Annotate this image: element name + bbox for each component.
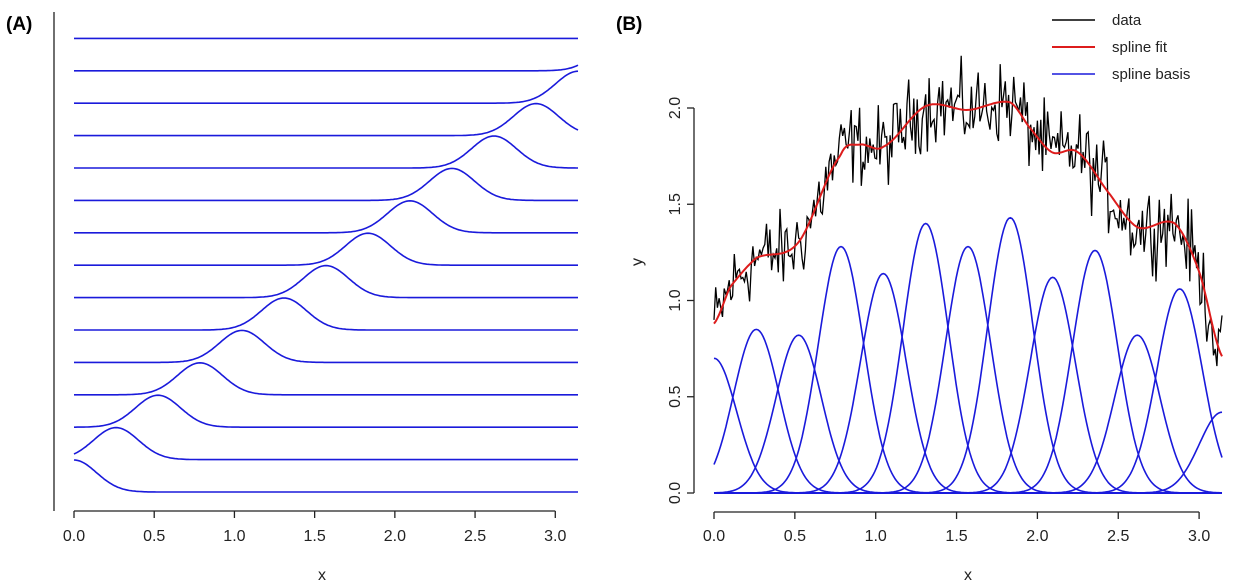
panel-a-basis-curve — [74, 361, 578, 396]
panel-a-basis-curve — [74, 329, 578, 364]
panel-b-basis-curve — [714, 245, 1222, 494]
panel-a-x-tick-label: 1.0 — [223, 528, 245, 545]
panel-a-x-tick-label: 0.5 — [143, 528, 165, 545]
panel-b-x-tick-label: 1.5 — [945, 528, 967, 545]
panel-b-x-tick-label: 2.0 — [1026, 528, 1048, 545]
panel-b-x-tick-label: 2.5 — [1107, 528, 1129, 545]
panel-b-basis-curve — [714, 288, 1223, 494]
panel-b-x-ticks: 0.0 0.5 1.0 1.5 2.0 2.5 3.0 — [703, 512, 1210, 545]
panel-b-basis-curve — [713, 334, 1222, 494]
panel-a-basis-curve — [74, 70, 579, 104]
panel-b-basis-curve — [713, 328, 1222, 494]
panel-a-basis-curve — [74, 135, 578, 169]
panel-b-basis-curve — [714, 249, 1222, 494]
panel-b-y-axis-label: y — [629, 258, 646, 266]
legend: data spline fit spline basis — [1052, 12, 1190, 83]
panel-a-basis-curve — [73, 426, 578, 461]
panel-a-x-tick-label: 1.5 — [304, 528, 326, 545]
panel-a-basis-curve — [74, 167, 578, 202]
panel-b-x-tick-label: 1.0 — [865, 528, 887, 545]
panel-a-basis-curve — [74, 64, 579, 72]
panel-a-x-ticks: 0.0 0.5 1.0 1.5 2.0 2.5 3.0 — [63, 511, 567, 545]
panel-b-y-tick-label: 2.0 — [667, 97, 684, 119]
panel-a-basis-curve — [74, 232, 578, 266]
series-data-line — [713, 55, 1223, 367]
panel-b-basis-curve — [714, 334, 1223, 494]
panel-b-y-tick-label: 0.0 — [667, 482, 684, 504]
panel-b-x-tick-label: 3.0 — [1188, 528, 1210, 545]
panel-b-basis-curve — [714, 276, 1222, 494]
panel-a: (A) 0.0 0.5 1.0 1.5 2.0 2.5 3.0 x — [6, 12, 579, 584]
panel-a-x-tick-label: 0.0 — [63, 528, 85, 545]
panel-a-basis-curve — [74, 199, 578, 234]
panel-b-y-ticks: 0.0 0.5 1.0 1.5 2.0 — [667, 97, 694, 504]
panel-b-basis-curve — [714, 272, 1222, 494]
panel-a-basis-curve — [74, 102, 579, 137]
panel-b-basis-curves — [713, 216, 1223, 494]
panel-b-basis-curve — [714, 222, 1222, 494]
panel-a-basis-curve — [74, 297, 578, 331]
panel-a-x-axis-label: x — [318, 567, 326, 584]
panel-b-x-axis-label: x — [964, 567, 972, 584]
panel-b-basis-curve — [714, 245, 1222, 494]
panel-b-basis-curve — [714, 216, 1222, 494]
panel-b: (B) 0.0 0.5 1.0 1.5 2.0 2.5 3.0 0.0 0.5 1.0 1.5 2.… — [616, 12, 1223, 584]
series-spline-fit-line — [713, 100, 1223, 357]
panel-b-y-tick-label: 0.5 — [667, 386, 684, 408]
legend-label-spline-basis: spline basis — [1112, 66, 1190, 83]
legend-label-spline-fit: spline fit — [1112, 39, 1168, 56]
panel-a-basis-curve — [74, 394, 578, 428]
panel-b-y-tick-label: 1.5 — [667, 193, 684, 215]
panel-b-y-tick-label: 1.0 — [667, 289, 684, 311]
legend-label-data: data — [1112, 12, 1142, 29]
panel-a-x-tick-label: 2.0 — [384, 528, 406, 545]
panel-a-x-tick-label: 3.0 — [544, 528, 566, 545]
panel-b-x-tick-label: 0.5 — [784, 528, 806, 545]
panel-b-label: (B) — [616, 14, 642, 35]
panel-a-x-tick-label: 2.5 — [464, 528, 486, 545]
panel-a-basis-curves — [73, 37, 579, 493]
panel-a-basis-curve — [74, 264, 578, 299]
panel-a-basis-curve — [73, 459, 578, 493]
panel-a-label: (A) — [6, 14, 32, 35]
panel-b-x-tick-label: 0.0 — [703, 528, 725, 545]
panel-b-basis-curve — [714, 411, 1223, 494]
